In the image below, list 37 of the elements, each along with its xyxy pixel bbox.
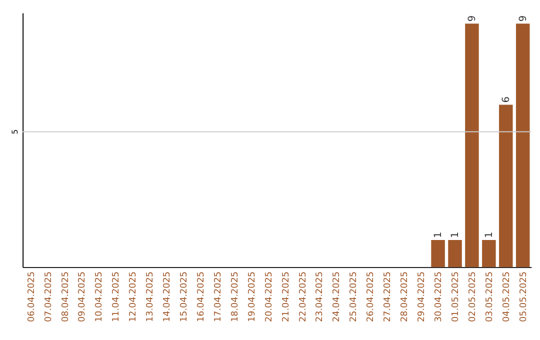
x-tick-label: 20.04.2025 bbox=[264, 271, 274, 322]
x-tick-label: 21.04.2025 bbox=[281, 271, 292, 322]
x-tick-label: 30.04.2025 bbox=[434, 271, 444, 322]
data-label: 1 bbox=[432, 232, 444, 238]
x-tick-label: 08.04.2025 bbox=[60, 271, 71, 322]
data-label: 1 bbox=[450, 232, 461, 238]
ref-line-label: 5 bbox=[10, 129, 20, 134]
x-tick-label: 29.04.2025 bbox=[417, 271, 428, 322]
x-tick-label: 27.04.2025 bbox=[383, 271, 394, 322]
x-tick-label: 05.05.2025 bbox=[518, 271, 529, 322]
data-label: 9 bbox=[518, 15, 529, 22]
x-tick-label: 18.04.2025 bbox=[230, 271, 240, 322]
x-tick-label: 17.04.2025 bbox=[213, 271, 224, 322]
x-tick-label: 02.05.2025 bbox=[468, 271, 478, 322]
x-tick-label: 09.04.2025 bbox=[78, 271, 88, 322]
x-tick-label: 14.04.2025 bbox=[162, 271, 173, 322]
x-tick-label: 16.04.2025 bbox=[196, 271, 206, 322]
x-tick-label: 04.05.2025 bbox=[502, 271, 512, 322]
x-tick-label: 12.04.2025 bbox=[128, 271, 139, 322]
x-tick-label: 28.04.2025 bbox=[400, 271, 410, 322]
x-tick-label: 25.04.2025 bbox=[349, 271, 360, 322]
x-tick-label: 06.04.2025 bbox=[26, 271, 37, 322]
x-tick-label: 01.05.2025 bbox=[450, 271, 461, 322]
x-tick-label: 26.04.2025 bbox=[366, 271, 376, 322]
x-tick-label: 11.04.2025 bbox=[112, 271, 122, 322]
data-label: 6 bbox=[500, 96, 512, 103]
data-label: 1 bbox=[484, 232, 495, 238]
x-tick-label: 19.04.2025 bbox=[247, 271, 258, 322]
x-tick-label: 07.04.2025 bbox=[44, 271, 54, 322]
x-tick-label: 03.05.2025 bbox=[484, 271, 495, 322]
x-tick-label: 10.04.2025 bbox=[94, 271, 105, 322]
data-label: 9 bbox=[466, 15, 478, 22]
x-tick-label: 24.04.2025 bbox=[332, 271, 342, 322]
x-tick-label: 23.04.2025 bbox=[315, 271, 326, 322]
x-tick-label: 22.04.2025 bbox=[298, 271, 308, 322]
x-tick-label: 13.04.2025 bbox=[146, 271, 156, 322]
x-tick-label: 15.04.2025 bbox=[180, 271, 190, 322]
